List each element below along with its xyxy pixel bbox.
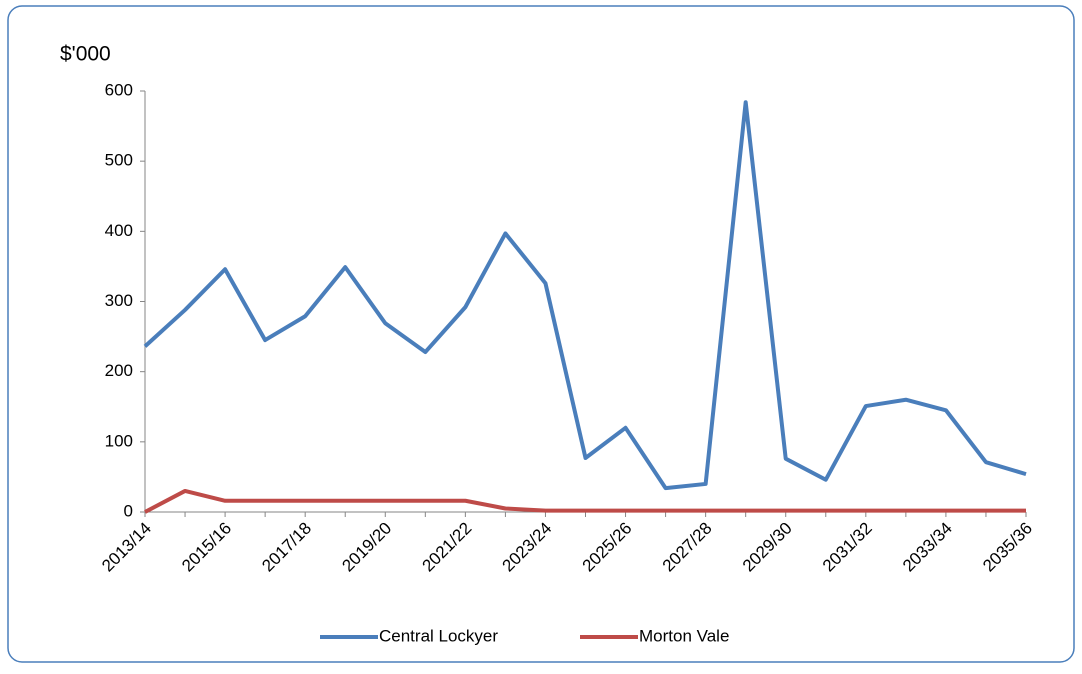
chart-frame	[7, 5, 1075, 663]
y-tick-label: 400	[105, 221, 133, 240]
y-axis-title: $'000	[60, 43, 111, 66]
y-tick-label: 500	[105, 151, 133, 170]
legend-label: Central Lockyer	[379, 626, 498, 645]
y-tick-label: 100	[105, 431, 133, 450]
y-tick-label: 600	[105, 80, 133, 99]
series-line	[143, 100, 1027, 491]
y-tick-label: 300	[105, 291, 133, 310]
y-tick-label: 200	[105, 361, 133, 380]
legend-label: Morton Vale	[639, 626, 729, 645]
y-tick-label: 0	[124, 501, 133, 520]
series-line	[144, 488, 1026, 514]
